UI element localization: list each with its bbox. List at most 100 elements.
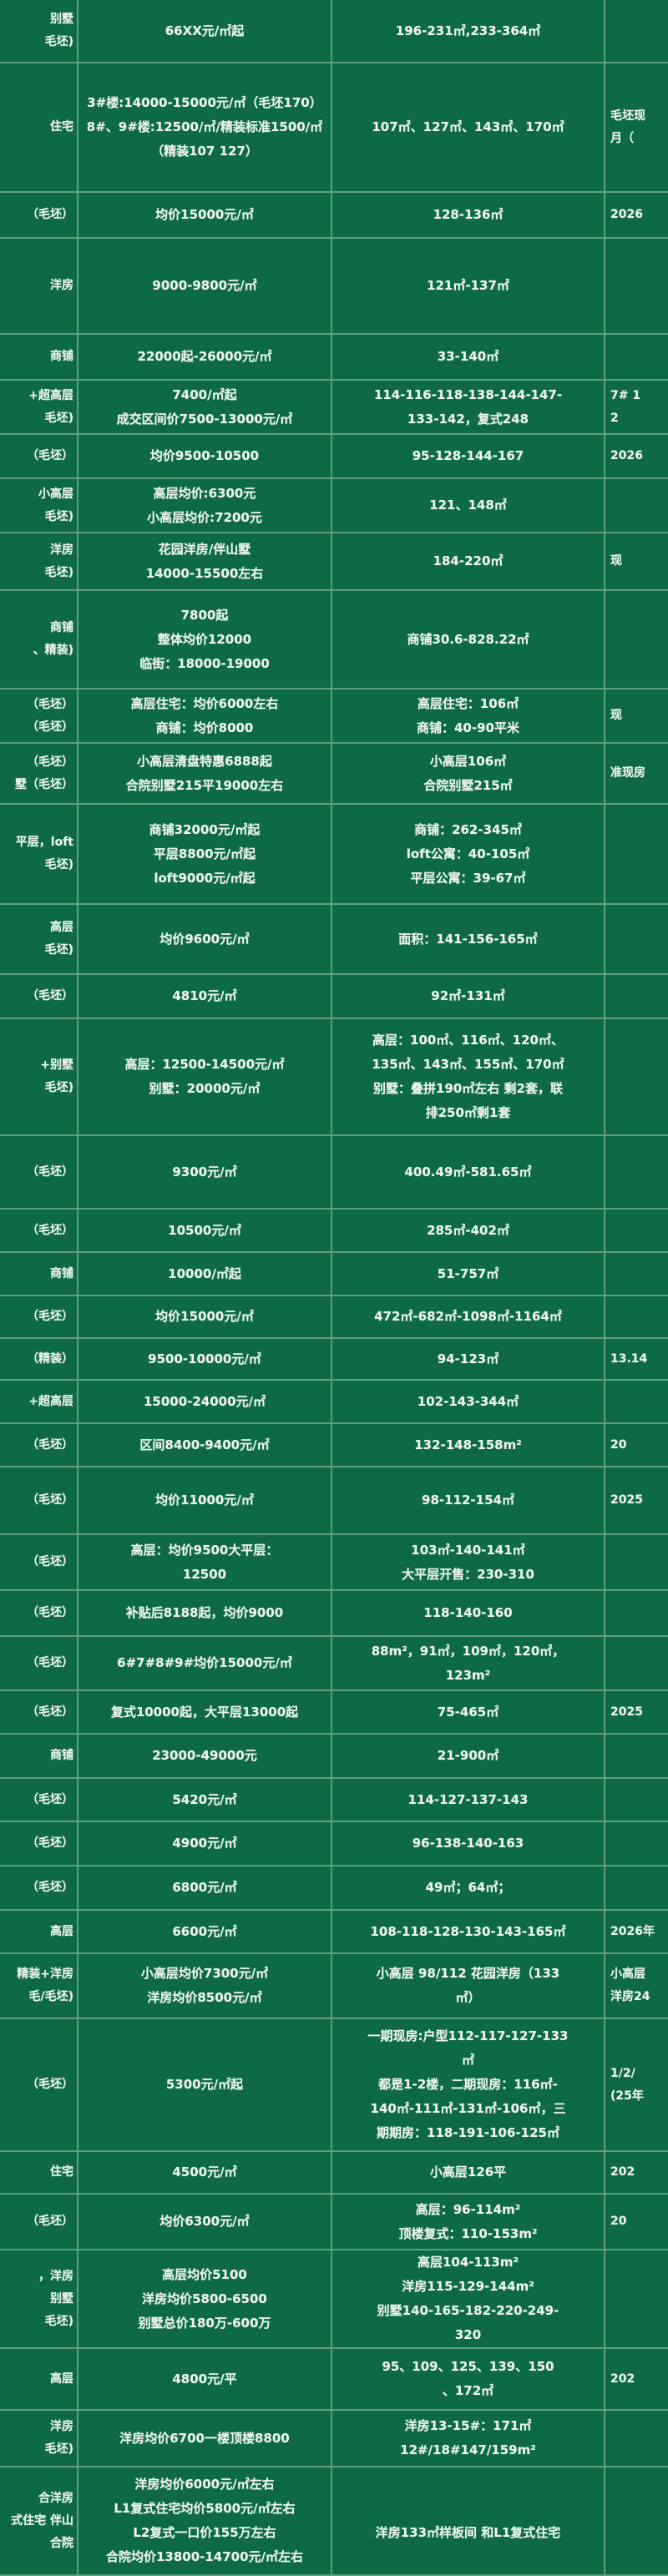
unit-area-cell: 98-112-154㎡ (331, 1466, 605, 1535)
unit-area-cell: 114-127-137-143 (331, 1777, 605, 1822)
property-type-cell: （毛坯） (0, 191, 78, 239)
table-row: 合洋房 式住宅 伴山 合院 洋房均价6000元/㎡左右 L1复式住宅均价5800元… (0, 2466, 668, 2576)
property-type-cell: +别墅 毛坯) (0, 1018, 78, 1136)
table-row: 洋房 9000-9800元/㎡ 121㎡-137㎡ (0, 237, 668, 335)
delivery-cell (604, 237, 668, 335)
price-cell: 4500元/㎡ (77, 2150, 332, 2195)
delivery-cell (604, 1865, 668, 1911)
price-cell: 6800元/㎡ (77, 1865, 332, 1911)
delivery-cell: 2025 (604, 1690, 668, 1735)
table-row: （毛坯） （毛坯） 高层住宅：均价6000左右 商铺：均价8000 高层住宅：106… (0, 688, 668, 744)
unit-area-cell: 472㎡-682㎡-1098㎡-1164㎡ (331, 1295, 605, 1339)
table-row: 洋房 毛坯) 洋房均价6700一楼顶楼8800 洋房13-15#：171㎡ 12#/… (0, 2409, 668, 2467)
delivery-cell: 7# 1 2 (604, 379, 668, 435)
table-row: 商铺 、精装) 7800起 整体均价12000 临街：18000-19000 商铺3… (0, 589, 668, 689)
table-row: （毛坯） 高层：均价9500大平层： 12500 103㎡-140-141㎡ 大平层… (0, 1533, 668, 1591)
price-cell: 15000-24000元/㎡ (77, 1379, 332, 1424)
property-type-cell: （毛坯） (0, 1533, 78, 1591)
price-cell: 6#7#8#9#均价15000元/㎡ (77, 1635, 332, 1691)
unit-area-cell: 94-123㎡ (331, 1337, 605, 1381)
table-row: （毛坯） 4900元/㎡ 96-138-140-163 (0, 1821, 668, 1866)
delivery-cell (604, 1821, 668, 1866)
property-type-cell: （毛坯） (0, 1208, 78, 1253)
price-cell: 均价6300元/㎡ (77, 2193, 332, 2250)
table-row: 商铺 22000起-26000元/㎡ 33-140㎡ (0, 333, 668, 381)
unit-area-cell: 高层住宅：106㎡ 商铺：40-90平米 (331, 688, 605, 744)
price-cell: 高层均价5100 洋房均价5800-6500 别墅总价180万-600万 (77, 2249, 332, 2349)
property-type-cell: +超高层 (0, 1379, 78, 1424)
unit-area-cell: 商铺：262-345㎡ loft公寓：40-105㎡ 平层公寓：39-67㎡ (331, 803, 605, 905)
table-row: （毛坯） 9300元/㎡ 400.49㎡-581.65㎡ (0, 1134, 668, 1210)
delivery-cell: 13.14 (604, 1337, 668, 1381)
unit-area-cell: 51-757㎡ (331, 1251, 605, 1296)
delivery-cell (604, 973, 668, 1019)
delivery-cell (604, 1589, 668, 1637)
price-cell: 9500-10000元/㎡ (77, 1337, 332, 1381)
table-row: +超高层 15000-24000元/㎡ 102-143-344㎡ (0, 1379, 668, 1424)
unit-area-cell: 103㎡-140-141㎡ 大平层开售：230-310 (331, 1533, 605, 1591)
delivery-cell: 现 (604, 532, 668, 591)
unit-area-cell: 128-136㎡ (331, 191, 605, 239)
unit-area-cell: 小高层106㎡ 合院别墅215㎡ (331, 742, 605, 805)
unit-area-cell: 小高层126平 (331, 2150, 605, 2195)
delivery-cell (604, 2409, 668, 2467)
delivery-cell: 2026年 (604, 1909, 668, 1954)
delivery-cell (604, 2466, 668, 2576)
price-cell: 7800起 整体均价12000 临街：18000-19000 (77, 589, 332, 689)
property-type-cell: 住宅 (0, 62, 78, 193)
unit-area-cell: 96-138-140-163 (331, 1821, 605, 1866)
price-cell: 9300元/㎡ (77, 1134, 332, 1210)
unit-area-cell: 107㎡、127㎡、143㎡、170㎡ (331, 62, 605, 193)
table-row: 高层 毛坯) 均价9600元/㎡ 面积：141-156-165㎡ (0, 903, 668, 975)
price-cell: 洋房均价6700一楼顶楼8800 (77, 2409, 332, 2467)
price-cell: 3#楼:14000-15000元/㎡（毛坯170） 8#、9#楼:12500/㎡… (77, 62, 332, 193)
price-cell: 22000起-26000元/㎡ (77, 333, 332, 381)
property-type-cell: （毛坯） （毛坯） (0, 688, 78, 744)
price-cell: 高层：均价9500大平层： 12500 (77, 1533, 332, 1591)
table-row: 别墅 毛坯) 66XX元/㎡起 196-231㎡,233-364㎡ (0, 0, 668, 63)
property-type-cell: （精装） (0, 1337, 78, 1381)
property-type-cell: （毛坯） (0, 1422, 78, 1467)
price-cell: 10500元/㎡ (77, 1208, 332, 1253)
unit-area-cell: 114-116-118-138-144-147- 133-142，复式248 (331, 379, 605, 435)
table-row: （毛坯） 4810元/㎡ 92㎡-131㎡ (0, 973, 668, 1019)
unit-area-cell: 121㎡-137㎡ (331, 237, 605, 335)
delivery-cell (604, 1777, 668, 1822)
property-type-cell: 高层 毛坯) (0, 903, 78, 975)
price-cell: 高层：12500-14500元/㎡ 别墅：20000元/㎡ (77, 1018, 332, 1136)
property-type-cell: （毛坯） (0, 1635, 78, 1691)
delivery-cell: 20 (604, 1422, 668, 1467)
delivery-cell (604, 1134, 668, 1210)
price-cell: 花园洋房/伴山墅 14000-15500左右 (77, 532, 332, 591)
delivery-cell (604, 1533, 668, 1591)
unit-area-cell: 132-148-158m² (331, 1422, 605, 1467)
table-row: +别墅 毛坯) 高层：12500-14500元/㎡ 别墅：20000元/㎡ 高层：1… (0, 1018, 668, 1136)
price-cell: 高层均价:6300元 小高层均价:7200元 (77, 477, 332, 533)
delivery-cell (604, 903, 668, 975)
delivery-cell: 2025 (604, 1466, 668, 1535)
table-row: （毛坯） 均价11000元/㎡ 98-112-154㎡ 2025 (0, 1466, 668, 1535)
price-cell: 6600元/㎡ (77, 1909, 332, 1954)
property-type-cell: （毛坯） 墅（毛坯） (0, 742, 78, 805)
property-type-cell: （毛坯） (0, 1690, 78, 1735)
property-type-cell: （毛坯） (0, 1821, 78, 1866)
table-row: （毛坯） 均价15000元/㎡ 472㎡-682㎡-1098㎡-1164㎡ (0, 1295, 668, 1339)
price-cell: 补贴后8188起，均价9000 (77, 1589, 332, 1637)
price-cell: 4810元/㎡ (77, 973, 332, 1019)
unit-area-cell: 高层104-113m² 洋房115-129-144m² 别墅140-165-18… (331, 2249, 605, 2349)
table-row: （毛坯） 区间8400-9400元/㎡ 132-148-158m² 20 (0, 1422, 668, 1467)
table-row: （毛坯） 复式10000起，大平层13000起 75-465㎡ 2025 (0, 1690, 668, 1735)
table-row: +超高层 毛坯) 7400/㎡起 成交区间价7500-13000元/㎡ 114-11… (0, 379, 668, 435)
unit-area-cell: 184-220㎡ (331, 532, 605, 591)
price-cell: 高层住宅：均价6000左右 商铺：均价8000 (77, 688, 332, 744)
property-type-cell: 合洋房 式住宅 伴山 合院 (0, 2466, 78, 2576)
price-cell: 10000/㎡起 (77, 1251, 332, 1296)
unit-area-cell: 面积：141-156-165㎡ (331, 903, 605, 975)
unit-area-cell: 高层：100㎡、116㎡、120㎡、 135㎡、143㎡、155㎡、170㎡ 别… (331, 1018, 605, 1136)
delivery-cell (604, 1635, 668, 1691)
table-row: （毛坯） 6800元/㎡ 49㎡；64㎡； (0, 1865, 668, 1911)
delivery-cell (604, 1018, 668, 1136)
unit-area-cell: 95-128-144-167 (331, 433, 605, 479)
property-type-cell: （毛坯） (0, 2193, 78, 2250)
